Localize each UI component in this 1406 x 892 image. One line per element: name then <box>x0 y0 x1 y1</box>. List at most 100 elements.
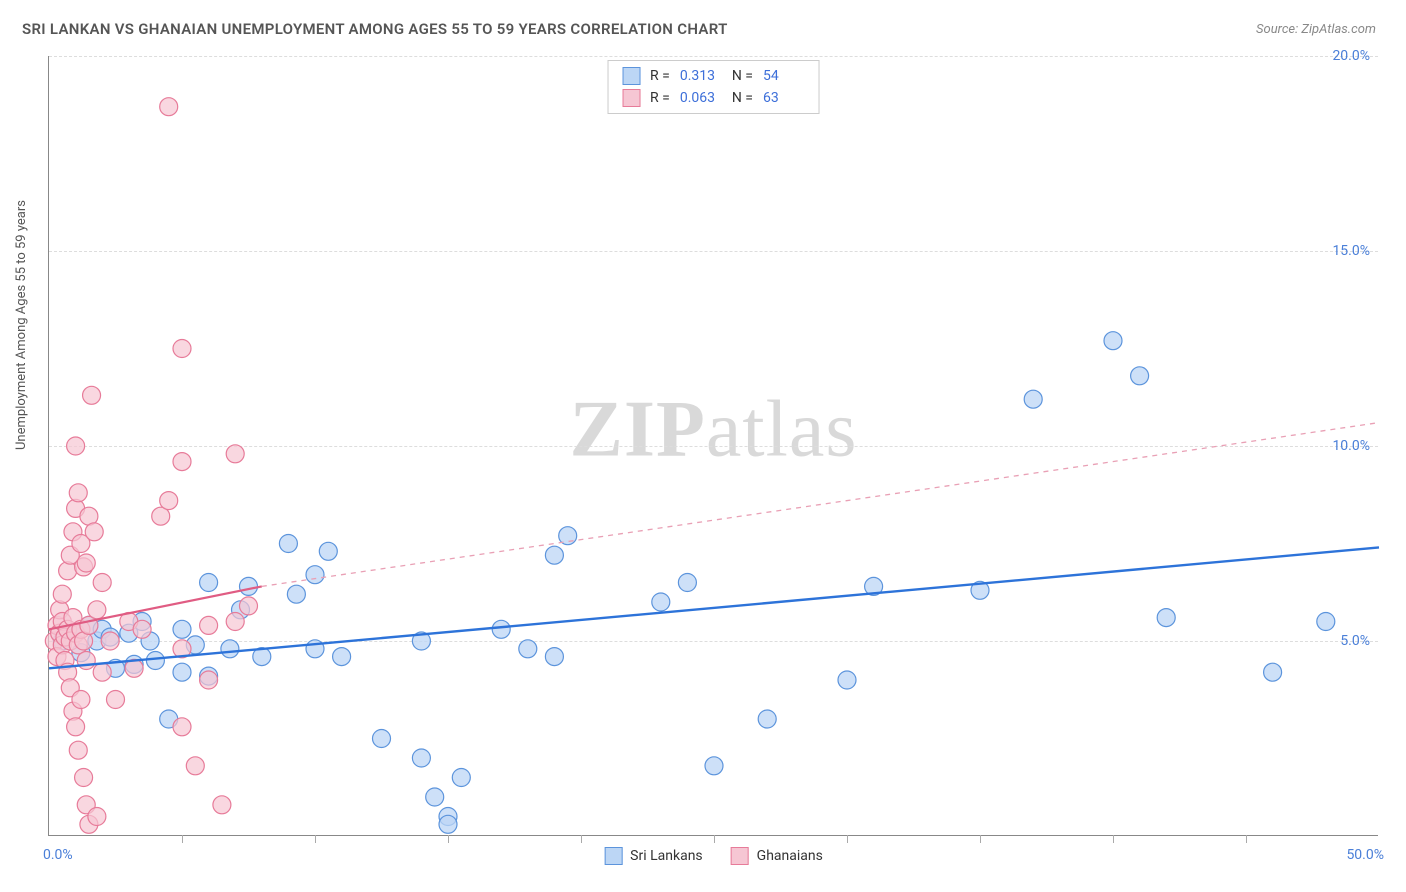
data-point <box>173 663 191 681</box>
x-max-label: 50.0% <box>1346 847 1384 863</box>
data-point <box>1024 390 1042 408</box>
x-tick <box>315 835 316 843</box>
data-point <box>173 718 191 736</box>
data-point <box>545 546 563 564</box>
data-point <box>545 648 563 666</box>
data-point <box>240 597 258 615</box>
data-point <box>133 620 151 638</box>
r-label: R = <box>650 90 670 106</box>
data-point <box>77 652 95 670</box>
data-point <box>186 757 204 775</box>
data-point <box>85 523 103 541</box>
x-tick <box>980 835 981 843</box>
x-tick <box>1246 835 1247 843</box>
swatch-series-0 <box>622 67 640 85</box>
data-point <box>173 620 191 638</box>
x-tick <box>1113 835 1114 843</box>
data-point <box>319 542 337 560</box>
data-point <box>53 585 71 603</box>
source-label: Source: ZipAtlas.com <box>1256 22 1376 37</box>
data-point <box>101 632 119 650</box>
data-point <box>93 663 111 681</box>
data-point <box>492 620 510 638</box>
data-point <box>88 808 106 826</box>
data-point <box>67 437 85 455</box>
data-point <box>279 535 297 553</box>
n-value-0: 54 <box>763 68 805 84</box>
data-point <box>213 796 231 814</box>
data-point <box>160 492 178 510</box>
data-point <box>146 652 164 670</box>
data-point <box>439 815 457 833</box>
r-value-0: 0.313 <box>680 68 722 84</box>
data-point <box>173 453 191 471</box>
y-tick-label: 5.0% <box>1340 633 1370 649</box>
data-point <box>226 445 244 463</box>
data-point <box>160 98 178 116</box>
data-point <box>67 718 85 736</box>
legend-item: Sri Lankans <box>604 847 703 865</box>
series-legend: Sri Lankans Ghanaians <box>604 847 823 865</box>
data-point <box>678 574 696 592</box>
data-point <box>77 554 95 572</box>
data-point <box>705 757 723 775</box>
data-point <box>221 640 239 658</box>
data-point <box>519 640 537 658</box>
legend-item: Ghanaians <box>731 847 823 865</box>
n-label: N = <box>732 68 753 84</box>
y-tick-label: 20.0% <box>1332 48 1370 64</box>
correlation-legend-row: R = 0.313 N = 54 <box>608 65 819 87</box>
data-point <box>83 386 101 404</box>
legend-label-0: Sri Lankans <box>630 848 703 864</box>
n-value-1: 63 <box>763 90 805 106</box>
data-point <box>1131 367 1149 385</box>
y-tick-label: 15.0% <box>1332 243 1370 259</box>
swatch-bottom-0 <box>604 847 622 865</box>
data-point <box>200 671 218 689</box>
x-tick <box>847 835 848 843</box>
r-label: R = <box>650 68 670 84</box>
data-point <box>1264 663 1282 681</box>
data-point <box>200 616 218 634</box>
data-point <box>88 601 106 619</box>
data-point <box>226 613 244 631</box>
data-point <box>59 562 77 580</box>
n-label: N = <box>732 90 753 106</box>
correlation-legend: R = 0.313 N = 54 R = 0.063 N = 63 <box>607 60 820 114</box>
chart-title: SRI LANKAN VS GHANAIAN UNEMPLOYMENT AMON… <box>22 20 728 38</box>
data-point <box>93 574 111 592</box>
x-tick <box>581 835 582 843</box>
data-point <box>333 648 351 666</box>
data-point <box>426 788 444 806</box>
data-point <box>107 691 125 709</box>
y-axis-label: Unemployment Among Ages 55 to 59 years <box>14 200 29 450</box>
scatter-svg <box>49 56 1378 835</box>
r-value-1: 0.063 <box>680 90 722 106</box>
data-point <box>200 574 218 592</box>
x-tick <box>448 835 449 843</box>
data-point <box>452 769 470 787</box>
plot-area: ZIPatlas R = 0.313 N = 54 R = 0.063 N = … <box>48 56 1378 836</box>
data-point <box>240 577 258 595</box>
data-point <box>1104 332 1122 350</box>
data-point <box>1157 609 1175 627</box>
data-point <box>652 593 670 611</box>
correlation-legend-row: R = 0.063 N = 63 <box>608 87 819 109</box>
data-point <box>306 566 324 584</box>
data-point <box>758 710 776 728</box>
data-point <box>287 585 305 603</box>
swatch-bottom-1 <box>731 847 749 865</box>
data-point <box>75 769 93 787</box>
data-point <box>1317 613 1335 631</box>
data-point <box>69 484 87 502</box>
data-point <box>412 749 430 767</box>
data-point <box>373 730 391 748</box>
data-point <box>173 340 191 358</box>
y-tick-label: 10.0% <box>1332 438 1370 454</box>
x-origin-label: 0.0% <box>43 847 73 863</box>
x-tick <box>714 835 715 843</box>
data-point <box>69 741 87 759</box>
data-point <box>72 691 90 709</box>
data-point <box>838 671 856 689</box>
swatch-series-1 <box>622 89 640 107</box>
